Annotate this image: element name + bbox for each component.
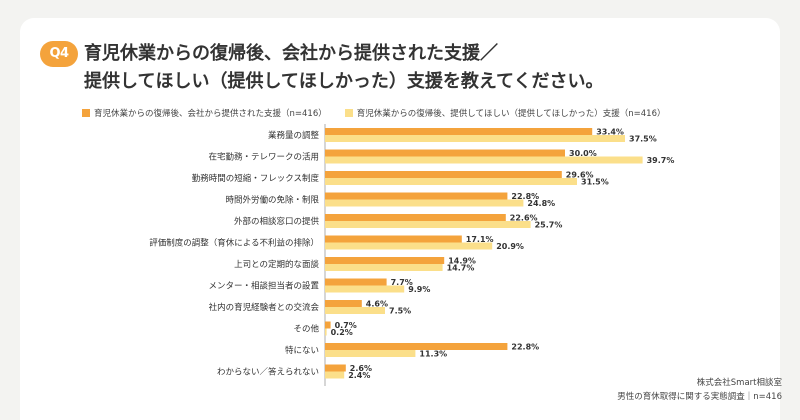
legend-swatch-provided bbox=[82, 109, 90, 117]
bar-provided bbox=[325, 128, 593, 135]
category-label: 勤務時間の短縮・フレックス制度 bbox=[192, 173, 320, 184]
footer-survey: 男性の育休取得に関する実態調査｜n=416 bbox=[617, 392, 782, 402]
value-label-provided: 22.8% bbox=[511, 343, 539, 352]
value-label-wanted: 11.3% bbox=[419, 350, 447, 359]
bar-wanted bbox=[325, 156, 643, 164]
value-label-wanted: 20.9% bbox=[496, 242, 524, 251]
legend-label-wanted: 育児休業からの復帰後、提供してほしい（提供してほしかった）支援（n=416） bbox=[356, 109, 666, 119]
value-label-provided: 33.4% bbox=[596, 128, 624, 137]
value-label-provided: 17.1% bbox=[466, 235, 494, 244]
value-label-wanted: 39.7% bbox=[647, 156, 675, 165]
chart-title: 育児休業からの復帰後、会社から提供された支援／ 提供してほしい（提供してほしかっ… bbox=[84, 40, 744, 96]
legend-label-provided: 育児休業からの復帰後、会社から提供された支援（n=416） bbox=[94, 109, 327, 119]
bar-provided bbox=[325, 257, 445, 264]
bar-wanted bbox=[325, 371, 345, 379]
category-label: 社内の育児経験者との交流会 bbox=[209, 302, 320, 313]
category-label: 特にない bbox=[285, 345, 319, 356]
value-label-provided: 0.7% bbox=[335, 321, 357, 330]
bar-wanted bbox=[325, 264, 443, 271]
bar-provided bbox=[325, 149, 565, 157]
value-label-wanted: 14.7% bbox=[447, 264, 475, 273]
value-label-provided: 2.6% bbox=[350, 364, 372, 373]
category-label: その他 bbox=[293, 324, 319, 335]
value-label-wanted: 9.9% bbox=[408, 285, 430, 294]
value-label-provided: 30.0% bbox=[569, 149, 597, 158]
category-label: 上司との定期的な面談 bbox=[234, 259, 319, 270]
bar-provided bbox=[325, 321, 331, 329]
bar-wanted bbox=[325, 199, 524, 207]
category-label: 時間外労働の免除・制限 bbox=[225, 195, 319, 206]
value-label-provided: 7.7% bbox=[391, 278, 413, 287]
bar-provided bbox=[325, 214, 506, 221]
value-label-wanted: 7.5% bbox=[389, 307, 411, 316]
bar-provided bbox=[325, 278, 387, 286]
bar-provided bbox=[325, 300, 362, 307]
bar-provided bbox=[325, 235, 462, 243]
value-label-wanted: 31.5% bbox=[581, 178, 609, 187]
bar-wanted bbox=[325, 307, 385, 314]
footer: 株式会社Smart相談室 男性の育休取得に関する実態調査｜n=416 bbox=[617, 376, 782, 404]
value-label-provided: 14.9% bbox=[448, 257, 476, 266]
chart-title-line2: 提供してほしい（提供してほしかった）支援を教えてください。 bbox=[84, 71, 604, 92]
legend-item-wanted: 育児休業からの復帰後、提供してほしい（提供してほしかった）支援（n=416） bbox=[344, 107, 666, 119]
bar-provided bbox=[325, 192, 508, 200]
value-label-wanted: 24.8% bbox=[527, 199, 555, 208]
value-label-provided: 22.8% bbox=[511, 192, 539, 201]
category-label: 外部の相談窓口の提供 bbox=[234, 216, 320, 227]
value-label-wanted: 2.4% bbox=[348, 371, 370, 380]
value-label-wanted: 37.5% bbox=[629, 135, 657, 144]
bar-wanted bbox=[325, 178, 577, 185]
bar-wanted bbox=[325, 221, 531, 228]
question-badge: Q4 bbox=[40, 41, 78, 67]
bar-wanted bbox=[325, 350, 416, 357]
bar-wanted bbox=[325, 135, 625, 142]
value-label-wanted: 0.2% bbox=[331, 328, 353, 337]
legend: 育児休業からの復帰後、会社から提供された支援（n=416） 育児休業からの復帰後… bbox=[82, 106, 683, 120]
footer-company: 株式会社Smart相談室 bbox=[696, 378, 782, 388]
category-label: 評価制度の調整（育休による不利益の排除） bbox=[149, 238, 319, 249]
bar-wanted bbox=[325, 285, 405, 293]
category-label: 業務量の調整 bbox=[268, 130, 320, 141]
legend-swatch-wanted bbox=[344, 109, 353, 117]
value-label-provided: 29.6% bbox=[566, 171, 594, 180]
category-label: 在宅勤務・テレワークの活用 bbox=[208, 152, 319, 163]
bar-wanted bbox=[325, 242, 493, 250]
legend-item-provided: 育児休業からの復帰後、会社から提供された支援（n=416） bbox=[82, 107, 327, 119]
value-label-wanted: 25.7% bbox=[535, 221, 563, 230]
bar-provided bbox=[325, 171, 562, 178]
chart-title-line1: 育児休業からの復帰後、会社から提供された支援／ bbox=[84, 43, 498, 64]
bar-wanted bbox=[325, 328, 327, 336]
category-label: わからない／答えられない bbox=[217, 367, 319, 378]
value-label-provided: 22.6% bbox=[510, 214, 538, 223]
category-label: メンター・相談担当者の設置 bbox=[208, 281, 319, 292]
bar-provided bbox=[325, 343, 508, 350]
value-label-provided: 4.6% bbox=[366, 300, 388, 309]
bar-provided bbox=[325, 364, 346, 372]
